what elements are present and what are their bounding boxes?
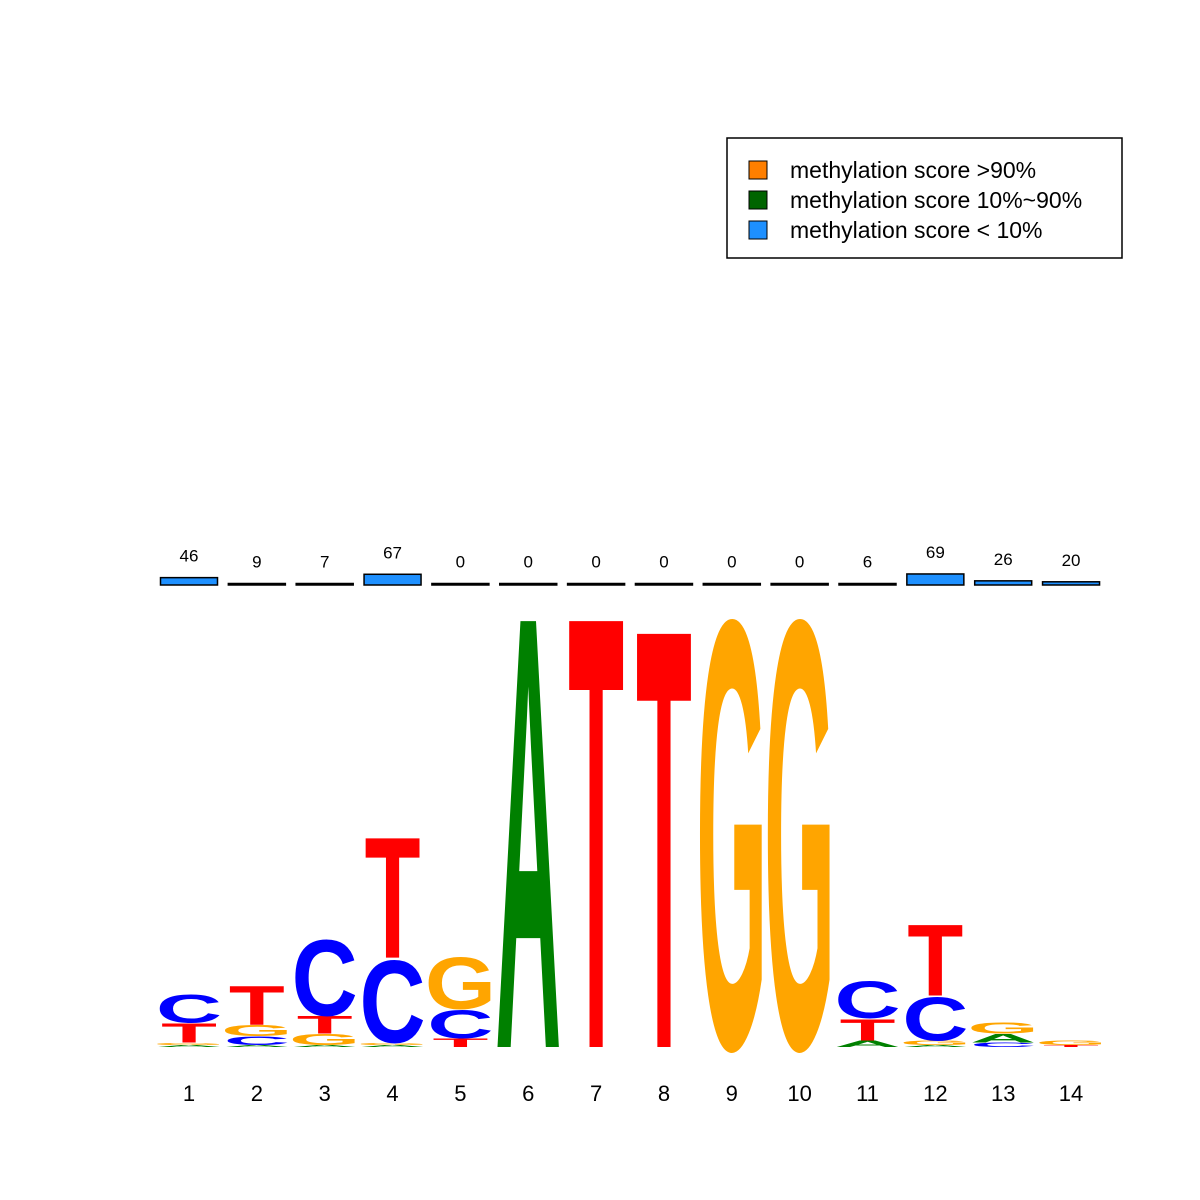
methylation-bar — [499, 582, 558, 586]
methylation-count-label: 9 — [252, 553, 261, 572]
methylation-bars — [159, 573, 1101, 586]
logo-letter-c: C — [902, 984, 968, 1054]
methylation-count-label: 0 — [591, 553, 600, 572]
logo-letter-t: T — [1043, 1044, 1099, 1047]
logo-letter-t: T — [568, 486, 624, 1179]
legend-label: methylation score 10%~90% — [790, 187, 1082, 213]
logo-letter-g: G — [221, 1022, 292, 1039]
logo-letter-g: G — [968, 1020, 1039, 1037]
methylation-bar — [159, 576, 219, 586]
x-tick-label: 8 — [658, 1081, 670, 1106]
logo-letter-c: C — [970, 1041, 1036, 1048]
x-tick-label: 9 — [726, 1081, 738, 1106]
methylation-bar — [566, 582, 626, 586]
x-axis-tick-labels: 1 2 3 4 5 6 7 8 9 10 11 12 13 14 — [183, 1081, 1083, 1106]
legend-box — [726, 137, 1123, 259]
legend: methylation score >90% methylation score … — [726, 137, 1123, 259]
methylation-bar — [431, 582, 490, 586]
methylation-count-label: 0 — [659, 553, 668, 572]
logo-letter-t: T — [907, 903, 963, 1018]
logo-letter-g: G — [696, 492, 767, 1177]
logo-letter-a: A — [834, 1039, 900, 1049]
logo-letter-t: T — [840, 1013, 896, 1047]
logo-letter-t: T — [297, 1011, 353, 1039]
logo-letter-a: A — [902, 1044, 968, 1047]
methylation-bar — [1041, 581, 1101, 586]
x-tick-label: 12 — [923, 1081, 947, 1106]
logo-letter-c: C — [834, 970, 900, 1029]
legend-swatch — [748, 160, 768, 180]
logo-letter-t: T — [432, 1036, 488, 1050]
methylation-bar — [770, 582, 829, 586]
methylation-bar — [702, 582, 762, 586]
logo-letter-g: G — [764, 492, 835, 1177]
x-tick-label: 14 — [1059, 1081, 1083, 1106]
logo-letter-a: A — [224, 1044, 290, 1047]
x-tick-label: 7 — [590, 1081, 602, 1106]
methylation-count-label: 67 — [383, 543, 402, 562]
logo-letter-g: G — [900, 1039, 971, 1046]
x-tick-label: 3 — [319, 1081, 331, 1106]
methylation-count-label: 69 — [926, 543, 945, 562]
x-tick-label: 11 — [856, 1081, 879, 1106]
logo-letter-t: T — [636, 505, 692, 1176]
methylation-count-label: 20 — [1062, 551, 1081, 570]
methylation-bar — [227, 582, 287, 586]
logo-letter-g: G — [153, 1042, 224, 1045]
logo-letter-a: A — [156, 1044, 222, 1047]
logo-letter-c: C — [292, 918, 358, 1039]
logo-letter-c: C — [156, 986, 222, 1031]
logo-letter-a: A — [292, 1044, 358, 1047]
methylation-count-label: 0 — [456, 553, 465, 572]
logo-letter-t: T — [229, 975, 285, 1038]
logo-letter-t: T — [365, 802, 421, 995]
logo-letter-a: A — [970, 1031, 1036, 1045]
x-tick-label: 13 — [991, 1081, 1015, 1106]
logo-letter-c: C — [360, 938, 426, 1069]
legend-entries: methylation score >90% methylation score … — [748, 157, 1082, 243]
x-tick-label: 2 — [251, 1081, 263, 1106]
methylation-count-label: 7 — [320, 553, 329, 572]
logo-letter-g: G — [425, 942, 496, 1025]
methylation-count-label: 0 — [524, 553, 533, 572]
methylation-bar — [295, 582, 354, 586]
methylation-count-label: 26 — [994, 550, 1013, 569]
methylation-bar — [906, 573, 965, 586]
methylation-bar — [838, 582, 897, 586]
x-tick-label: 6 — [522, 1081, 534, 1106]
legend-swatch — [748, 220, 768, 240]
methylation-count-labels: 46 9 7 67 0 0 0 0 0 0 6 69 26 20 — [180, 543, 1081, 572]
legend-swatch — [748, 190, 768, 210]
logo-letter-a: A — [360, 1044, 426, 1047]
legend-label: methylation score < 10% — [790, 217, 1043, 243]
methylation-count-label: 0 — [727, 553, 736, 572]
x-tick-label: 10 — [787, 1081, 811, 1106]
methylation-count-label: 0 — [795, 553, 804, 572]
logo-letter-a: A — [495, 486, 561, 1179]
methylation-bar — [363, 573, 422, 586]
x-tick-label: 1 — [183, 1081, 195, 1106]
logo-letter-c: C — [427, 1002, 493, 1047]
methylation-count-label: 46 — [180, 547, 199, 566]
x-tick-label: 4 — [386, 1081, 398, 1106]
logo-letter-g: G — [357, 1042, 428, 1045]
methylation-bar — [634, 582, 694, 586]
logo-letter-c: C — [224, 1034, 290, 1048]
methylation-count-label: 6 — [863, 553, 872, 572]
x-tick-label: 5 — [454, 1081, 466, 1106]
legend-label: methylation score >90% — [790, 157, 1036, 183]
logo-letter-t: T — [161, 1018, 217, 1049]
logo-letter-g: G — [1035, 1039, 1106, 1046]
methylation-bar — [973, 580, 1033, 586]
logo-letter-g: G — [289, 1031, 360, 1048]
